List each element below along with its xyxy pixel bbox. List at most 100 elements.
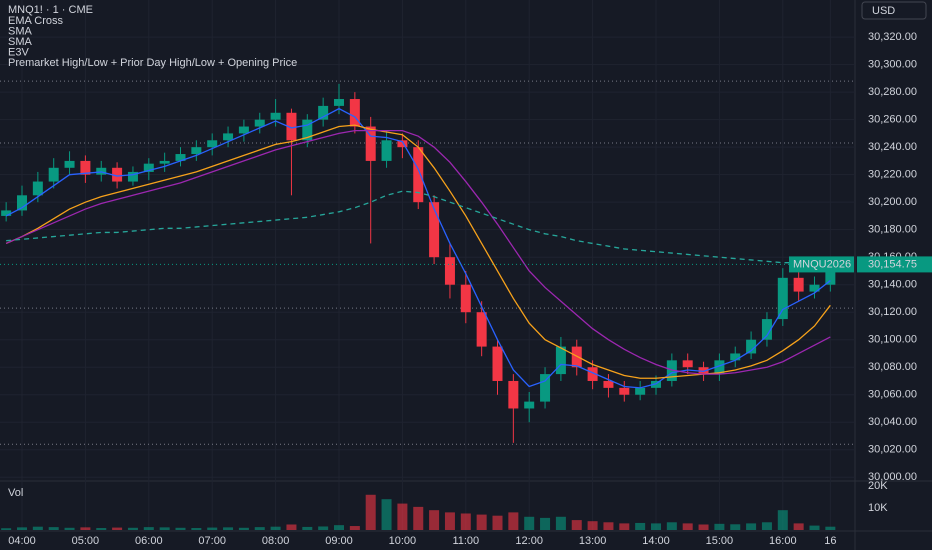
volume-bar bbox=[80, 527, 91, 530]
indicator-line bbox=[5, 124, 831, 379]
symbol-title: MNQ1! · 1 · CME bbox=[8, 4, 93, 16]
candle-body bbox=[555, 346, 566, 375]
volume-bar bbox=[761, 522, 772, 530]
volume-bar bbox=[1, 528, 12, 530]
volume-bar bbox=[48, 527, 59, 530]
volume-bar bbox=[746, 523, 757, 530]
candle-body bbox=[96, 167, 107, 175]
volume-bar bbox=[238, 527, 249, 530]
candle-body bbox=[223, 133, 234, 141]
candle-body bbox=[651, 380, 661, 388]
volume-bar bbox=[96, 528, 107, 530]
volume-bar bbox=[318, 526, 329, 530]
volume-title: Vol bbox=[8, 487, 23, 499]
candle-body bbox=[80, 160, 91, 175]
candle-body bbox=[429, 202, 440, 258]
legend-entry[interactable]: Premarket High/Low + Prior Day High/Low … bbox=[8, 57, 297, 69]
volume-bar bbox=[476, 514, 487, 530]
volume-bar bbox=[302, 526, 313, 530]
volume-bar bbox=[334, 525, 344, 530]
y-tick-label: 30,080.00 bbox=[868, 361, 917, 373]
x-tick-label: 13:00 bbox=[579, 535, 607, 547]
x-tick-label: 11:00 bbox=[452, 535, 479, 547]
candle-body bbox=[365, 126, 376, 161]
indicator-line bbox=[6, 190, 831, 265]
volume-bar bbox=[112, 527, 123, 530]
y-tick-label: 30,280.00 bbox=[868, 86, 917, 98]
y-tick-label: 30,040.00 bbox=[868, 416, 917, 428]
candle-body bbox=[286, 112, 297, 141]
candle-body bbox=[492, 346, 503, 381]
volume-bar bbox=[666, 522, 677, 530]
volume-bar bbox=[682, 523, 693, 530]
candle-body bbox=[777, 277, 788, 320]
candle-body bbox=[397, 140, 408, 148]
volume-bar bbox=[143, 527, 154, 530]
candle-body bbox=[334, 99, 344, 106]
candle-body bbox=[48, 167, 59, 182]
volume-bar bbox=[619, 523, 630, 530]
y-tick-label: 30,320.00 bbox=[868, 31, 917, 43]
candle-body bbox=[540, 374, 551, 402]
candle-body bbox=[1, 210, 12, 216]
currency-button[interactable] bbox=[861, 1, 927, 20]
candle-body bbox=[254, 119, 265, 127]
volume-bar bbox=[651, 523, 661, 530]
candle-body bbox=[270, 112, 281, 120]
volume-bar bbox=[127, 527, 138, 530]
volume-bar bbox=[64, 527, 75, 530]
volume-bar bbox=[32, 526, 43, 530]
candle-body bbox=[175, 154, 186, 161]
y-tick-label: 30,200.00 bbox=[868, 196, 917, 208]
currency-label[interactable]: USD bbox=[872, 5, 895, 17]
candle-body bbox=[603, 380, 614, 388]
y-tick-label: 30,260.00 bbox=[868, 114, 917, 126]
contract-tag bbox=[789, 256, 854, 273]
x-tick-label: 05:00 bbox=[72, 535, 100, 547]
volume-bar bbox=[508, 512, 519, 530]
volume-bar bbox=[571, 520, 582, 530]
y-tick-label: 30,140.00 bbox=[868, 279, 917, 291]
volume-bar bbox=[730, 524, 741, 530]
x-tick-label: 15:00 bbox=[706, 535, 734, 547]
candle-body bbox=[207, 140, 218, 148]
candle-body bbox=[666, 360, 677, 381]
volume-bar bbox=[444, 512, 455, 530]
volume-bar bbox=[254, 527, 265, 530]
candle-body bbox=[64, 160, 75, 168]
x-tick-label: 08:00 bbox=[262, 535, 290, 547]
legend-entry[interactable]: SMA bbox=[8, 36, 33, 48]
candle-body bbox=[761, 319, 772, 340]
candle-body bbox=[238, 126, 249, 134]
legend-entry[interactable]: EMA Cross bbox=[8, 15, 64, 27]
candle-body bbox=[730, 353, 741, 361]
last-price-label: 30,154.75 bbox=[868, 258, 917, 270]
y-tick-label: 30,060.00 bbox=[868, 389, 917, 401]
y-tick-label: 30,240.00 bbox=[868, 141, 917, 153]
volume-bar bbox=[492, 515, 503, 530]
x-tick-label: 14:00 bbox=[642, 535, 670, 547]
y-tick-label: 30,120.00 bbox=[868, 306, 917, 318]
candle-body bbox=[127, 171, 138, 182]
volume-bar bbox=[587, 521, 598, 530]
plot: 30,000.00 30,020.00 30,040.00 30,060.00 30,0… bbox=[0, 0, 932, 530]
volume-bar bbox=[809, 525, 820, 530]
y-tick-label: 30,180.00 bbox=[868, 224, 917, 236]
last-price-tag bbox=[857, 256, 932, 273]
x-tick-label: 16 bbox=[824, 535, 836, 547]
legend-entry[interactable]: E3V bbox=[8, 46, 29, 58]
volume-tick-label: 10K bbox=[868, 502, 888, 514]
candle-body bbox=[32, 181, 43, 196]
volume-bar bbox=[540, 517, 551, 530]
y-tick-label: 30,100.00 bbox=[868, 334, 917, 346]
volume-bar bbox=[159, 527, 170, 530]
volume-bar bbox=[270, 526, 281, 530]
legend-entry[interactable]: SMA bbox=[8, 25, 33, 37]
volume-bar bbox=[793, 523, 804, 530]
candle-body bbox=[143, 163, 154, 172]
y-tick-label: 30,000.00 bbox=[868, 471, 917, 483]
volume-bar bbox=[175, 527, 186, 530]
candle-body bbox=[159, 160, 170, 164]
volume-bar bbox=[524, 516, 535, 530]
